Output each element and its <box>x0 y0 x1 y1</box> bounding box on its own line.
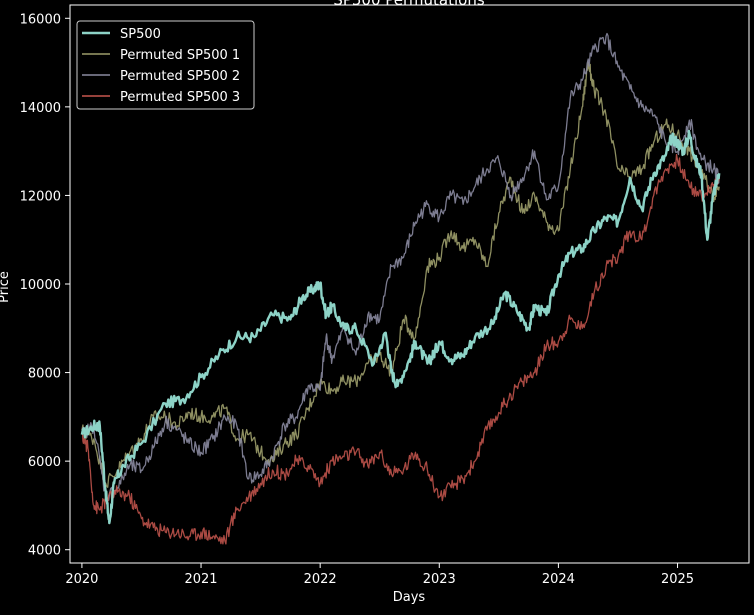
legend-label-2: Permuted SP500 1 <box>120 48 240 63</box>
legend-label-3: Permuted SP500 2 <box>120 69 240 84</box>
y-tick-label: 14000 <box>20 101 61 116</box>
x-tick-label: 2020 <box>65 572 98 587</box>
y-tick-label: 16000 <box>20 12 61 27</box>
legend: SP500 Permuted SP500 1 Permuted SP500 2 Per… <box>76 20 255 110</box>
series-line-4 <box>81 153 720 545</box>
x-axis-title: Days <box>393 590 426 605</box>
x-tick-label: 2024 <box>542 572 575 587</box>
series-layer <box>80 32 721 545</box>
y-axis: 4000 6000 8000 10000 12000 14000 16000 <box>20 12 70 559</box>
y-tick-label: 6000 <box>28 455 61 470</box>
x-tick-label: 2021 <box>184 572 217 587</box>
x-axis: 2020 2021 2022 2023 2024 2025 <box>65 563 694 587</box>
legend-label-4: Permuted SP500 3 <box>120 90 240 105</box>
y-tick-label: 4000 <box>28 544 61 559</box>
x-tick-label: 2025 <box>661 572 694 587</box>
series-line-3 <box>81 32 720 501</box>
legend-box <box>76 20 255 110</box>
y-tick-label: 10000 <box>20 278 61 293</box>
series-line-1 <box>80 129 721 525</box>
series-line-2 <box>81 61 720 488</box>
x-tick-label: 2022 <box>304 572 337 587</box>
y-tick-label: 8000 <box>28 367 61 382</box>
x-tick-label: 2023 <box>423 572 456 587</box>
legend-label-1: SP500 <box>120 27 161 42</box>
y-tick-label: 12000 <box>20 189 61 204</box>
y-axis-title: Price <box>0 271 12 303</box>
